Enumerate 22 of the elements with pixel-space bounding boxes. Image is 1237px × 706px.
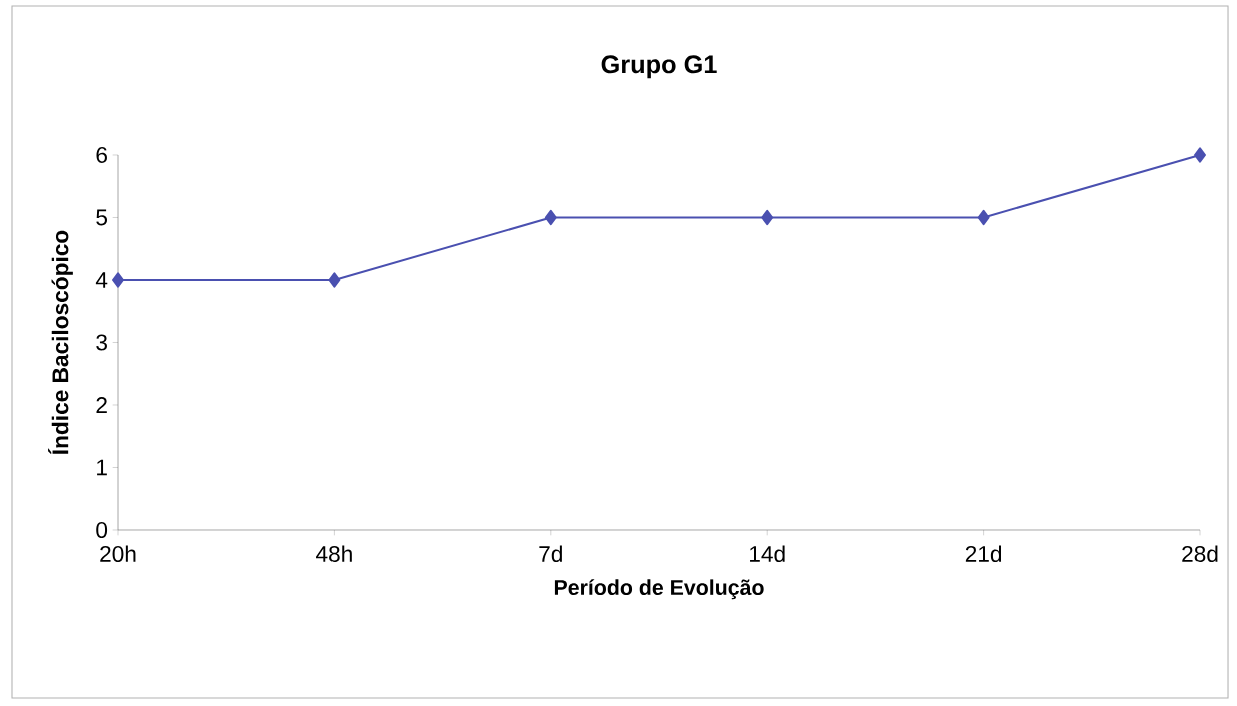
point xyxy=(1194,147,1207,163)
y-tick-label: 5 xyxy=(96,209,107,226)
point xyxy=(761,209,774,226)
point xyxy=(112,272,124,288)
chart-title: Grupo G1 xyxy=(601,55,717,79)
point xyxy=(544,209,557,226)
point xyxy=(328,272,341,288)
y-tick-label: 2 xyxy=(96,397,107,413)
x-axis-title: Período de Evolução xyxy=(554,579,764,600)
x-tick-label: 14d xyxy=(750,545,785,563)
y-tick-label: 1 xyxy=(97,459,107,476)
x-tick-label: 7d xyxy=(539,545,562,563)
y-tick-label: 3 xyxy=(96,334,107,351)
x-tick-label: 48h xyxy=(316,545,352,563)
y-axis-title: Índice Baciloscópico xyxy=(48,230,73,455)
x-tick-label: 21d xyxy=(965,545,1002,563)
x-tick-label: 28d xyxy=(1182,545,1218,563)
x-tick-label: 20h xyxy=(100,545,136,563)
y-tick-label: 0 xyxy=(96,521,108,539)
point xyxy=(977,209,990,226)
y-tick-label: 4 xyxy=(95,272,108,288)
y-tick-label: 6 xyxy=(96,146,107,164)
